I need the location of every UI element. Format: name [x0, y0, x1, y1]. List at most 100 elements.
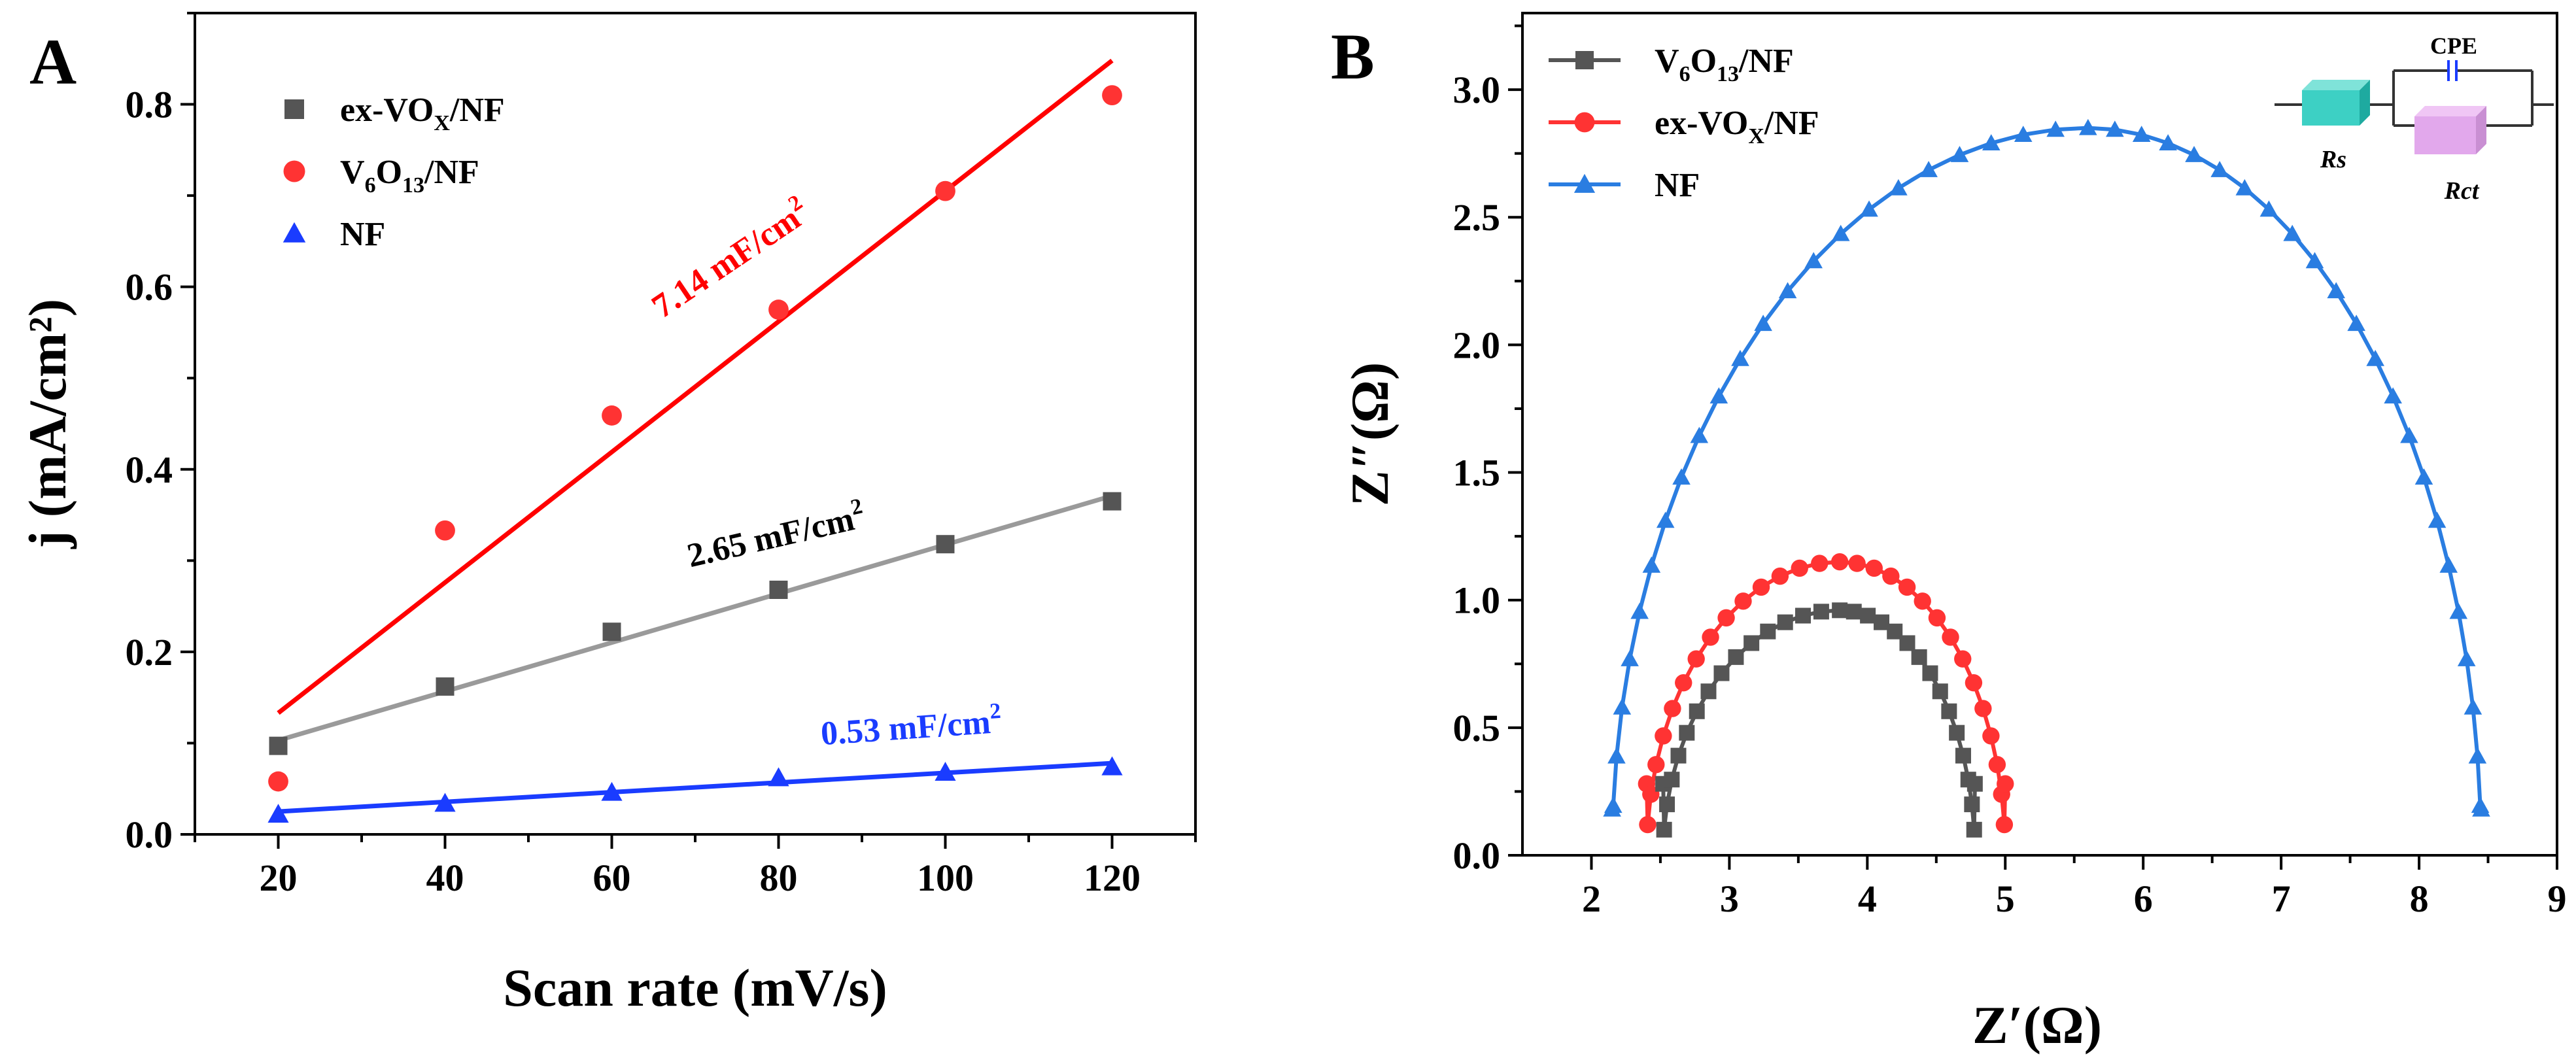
nyquist-point: [2014, 126, 2033, 143]
nyquist-curve: [1610, 126, 2483, 810]
nyquist-point: [1639, 815, 1657, 834]
nyquist-point: [1717, 609, 1735, 627]
nyquist-point: [1728, 649, 1744, 665]
nyquist-point: [1860, 200, 1878, 217]
nyquist-point: [1889, 179, 1908, 196]
equivalent-circuit-inset: CPE Rs Rct: [2275, 33, 2554, 205]
tick-labels-b: 2 3 4 5 6 7 8 9 0.0 0.5 1.0 1.5 2.0 2.5 3.0: [1453, 69, 2567, 920]
nyquist-point: [1911, 649, 1927, 665]
nyquist-point: [1731, 349, 1749, 366]
nyquist-point: [1795, 607, 1812, 624]
legend-label-b: NF: [1655, 167, 1700, 204]
nyquist-point: [1647, 756, 1665, 774]
x-tick-label-b: 9: [2548, 878, 2567, 920]
nyquist-point: [1607, 747, 1626, 764]
nyquist-point: [2464, 698, 2482, 715]
legend-label-a: V6O13/NF: [340, 154, 479, 197]
tick-marks-a: [180, 12, 1197, 849]
nyquist-point: [1974, 700, 1992, 717]
x-tick-label-b: 7: [2272, 878, 2291, 920]
x-axis-title-a: Scan rate (mV/s): [503, 958, 887, 1017]
nyquist-point: [1664, 772, 1680, 788]
nyquist-point: [1679, 725, 1695, 741]
x-tick-label-b: 8: [2410, 878, 2429, 920]
chart-panel-a: 20 40 60 80 100 120 0.0 0.2 0.4 0.6 0.8 7.14 mF/cm…: [18, 12, 1197, 1017]
nyquist-point: [2327, 282, 2346, 299]
nyquist-point: [1670, 747, 1687, 764]
nyquist-point: [1791, 559, 1808, 577]
nyquist-point: [1997, 775, 2014, 793]
y-tick-label-b: 1.5: [1453, 452, 1501, 494]
nyquist-point: [1995, 815, 2014, 834]
data-point-a: [267, 804, 289, 823]
data-points-a: [267, 85, 1123, 823]
nyquist-point: [1982, 134, 2001, 150]
panel-letter-a: A: [29, 26, 77, 98]
nyquist-point: [1700, 683, 1717, 700]
legend-label-a: NF: [340, 216, 385, 253]
nyquist-point: [1831, 224, 1850, 241]
legend-label-b: V6O13/NF: [1655, 43, 1794, 86]
nyquist-point: [2366, 349, 2384, 366]
nyquist-point: [1709, 387, 1728, 404]
nyquist-point: [1752, 578, 1770, 596]
legend-marker-a: [284, 99, 304, 119]
nyquist-point: [1664, 700, 1681, 717]
nyquist-point: [2305, 252, 2324, 269]
nyquist-point: [2439, 556, 2458, 573]
y-tick-label-b: 3.0: [1453, 69, 1501, 111]
nyquist-point: [1964, 796, 1980, 813]
nyquist-point: [1811, 555, 1829, 572]
tick-labels-a: 20 40 60 80 100 120 0.0 0.2 0.4 0.6 0.8: [126, 84, 1141, 899]
data-point-a: [269, 736, 288, 755]
nyquist-point: [1655, 727, 1672, 745]
data-point-a: [602, 405, 622, 426]
nyquist-point: [1942, 628, 1959, 646]
data-point-a: [1102, 85, 1122, 106]
nyquist-point: [2449, 602, 2468, 619]
y-tick-label-a: 0.0: [126, 813, 173, 856]
nyquist-point: [1846, 604, 1862, 620]
nyquist-point: [2185, 146, 2203, 162]
fit-lines-a: [277, 58, 1114, 814]
cpe-capacitor-icon: [2447, 60, 2458, 81]
chart-panel-b: 2 3 4 5 6 7 8 9 0.0 0.5 1.0 1.5 2.0 2.5 3.0 V6O13/NF ex…: [1340, 12, 2567, 1055]
capacitance-annotation: 0.53 mF/cm2: [819, 699, 1003, 753]
nyquist-point: [2347, 315, 2365, 332]
nyquist-point: [2235, 179, 2254, 196]
nyquist-point: [1690, 426, 1709, 443]
x-tick-label-b: 5: [1996, 878, 2015, 920]
data-point-a: [601, 781, 623, 801]
y-tick-label-a: 0.2: [126, 631, 173, 674]
x-tick-label-a: 80: [760, 857, 798, 899]
x-tick-label-a: 60: [593, 857, 631, 899]
nyquist-point: [2384, 387, 2402, 404]
fit-line-a: [277, 58, 1114, 715]
data-point-a: [935, 180, 955, 201]
nyquist-point: [1982, 727, 2000, 745]
legend-b: V6O13/NF ex-VOX/NF NF: [1549, 43, 1819, 204]
x-tick-label-a: 40: [426, 857, 464, 899]
data-point-a: [1101, 756, 1123, 776]
nyquist-point: [1804, 252, 1823, 269]
rct-label: Rct: [2444, 177, 2480, 205]
nyquist-point: [2106, 120, 2124, 137]
nyquist-point: [1813, 604, 1829, 620]
nyquist-point: [1914, 592, 1931, 610]
nyquist-point: [1954, 650, 1972, 668]
nyquist-point: [1621, 650, 1639, 666]
nyquist-point: [1702, 628, 1719, 646]
nyquist-point: [1830, 553, 1849, 571]
nyquist-point: [1754, 315, 1772, 332]
data-series-b: [1603, 118, 2490, 838]
y-tick-label-b: 1.0: [1453, 579, 1501, 622]
legend-marker-a: [283, 222, 306, 243]
data-point-a: [268, 771, 288, 792]
nyquist-point: [2159, 134, 2177, 150]
nyquist-point: [1642, 785, 1660, 803]
y-tick-label-a: 0.8: [126, 84, 173, 126]
nyquist-point: [1743, 635, 1760, 651]
y-tick-label-a: 0.4: [126, 449, 173, 491]
nyquist-point: [1988, 756, 2006, 774]
